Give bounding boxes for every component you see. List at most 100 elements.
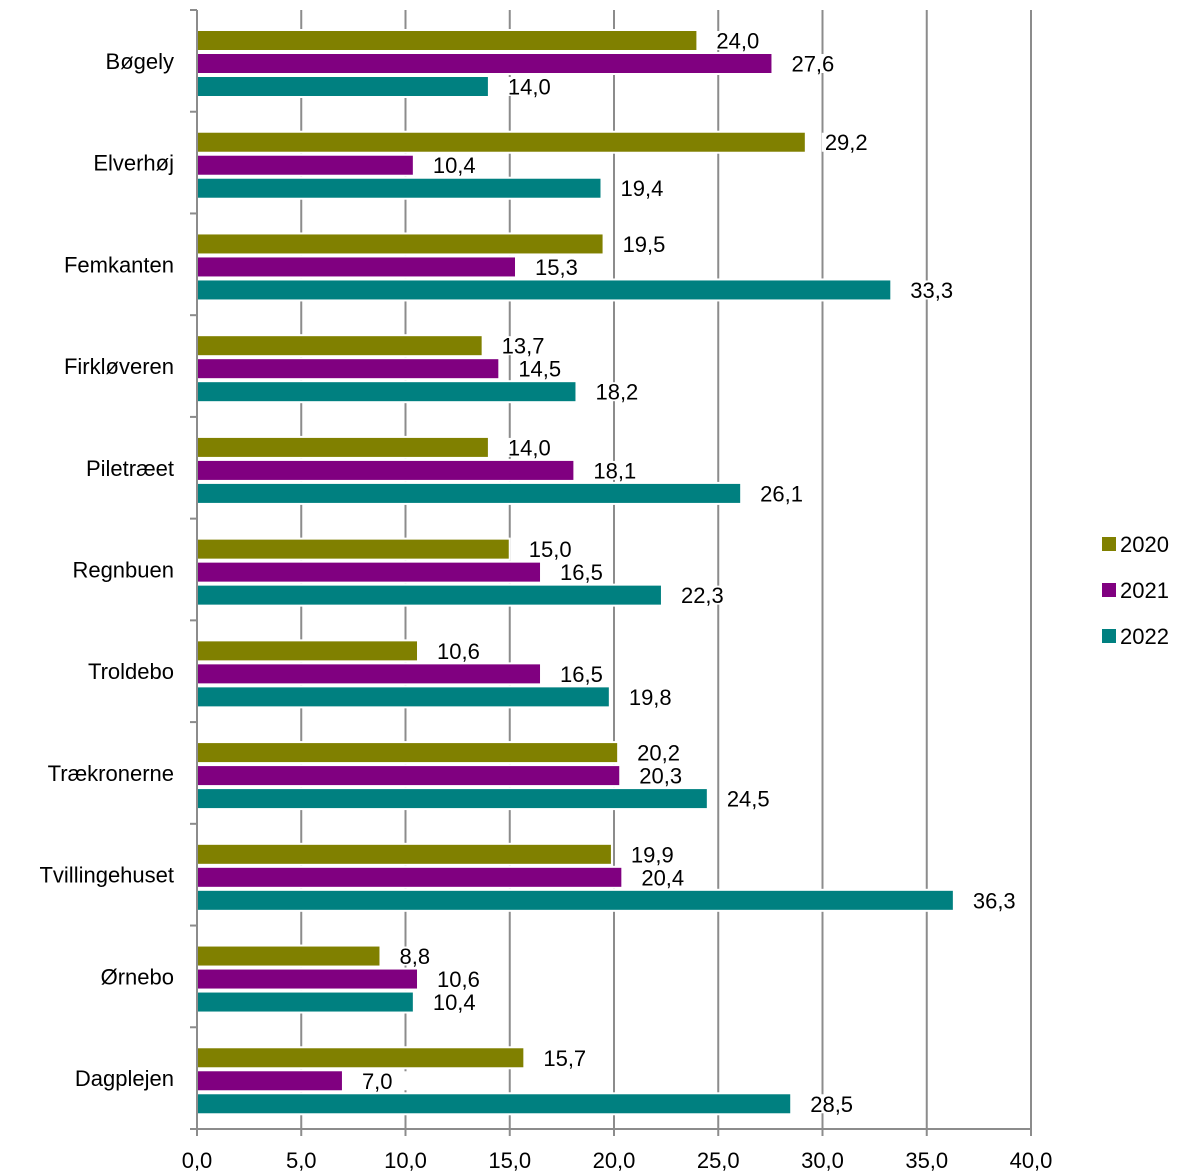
data-label: 28,5: [810, 1092, 853, 1117]
data-label: 15,0: [529, 537, 572, 562]
axes: [190, 9, 1032, 1136]
data-label-bg: [515, 359, 566, 379]
data-label: 20,3: [639, 764, 682, 789]
legend-label: 2022: [1120, 624, 1169, 649]
data-label-bg: [969, 890, 1020, 910]
data-label-bg: [807, 1094, 858, 1114]
data-label-bg: [757, 483, 808, 503]
bar-2022: [196, 888, 955, 912]
bar-2021: [196, 153, 415, 177]
data-label: 36,3: [973, 888, 1016, 913]
data-label-bg: [638, 867, 689, 887]
bar-2020: [196, 130, 807, 154]
category-label: Firkløveren: [64, 354, 174, 379]
bar-2020: [196, 842, 613, 866]
bar-2021: [196, 967, 420, 991]
data-label: 16,5: [560, 662, 603, 687]
category-label: Regnbuen: [72, 558, 174, 583]
data-label: 18,1: [593, 458, 636, 483]
x-tick-label: 5,0: [286, 1148, 317, 1173]
bar-2021: [196, 255, 518, 279]
data-label: 14,0: [508, 75, 551, 100]
data-labels: 24,0 27,6 14,0 29,2 10,4 19,4 19,5 15,3 33,3 13,7…: [358, 29, 1020, 1117]
category-label: Piletræet: [86, 456, 174, 481]
bar-2020: [196, 944, 382, 968]
x-tick-labels: 0,0 5,0 10,0 15,0 20,0 25,0 30,0 35,0 40,0: [182, 1148, 1053, 1173]
data-label-bg: [617, 178, 668, 198]
bar-2022: [196, 787, 709, 811]
data-label: 13,7: [502, 334, 545, 359]
category-label: Dagplejen: [75, 1066, 174, 1091]
data-label: 7,0: [362, 1069, 393, 1094]
bar-2021: [196, 1069, 344, 1093]
bar-2022: [196, 990, 415, 1014]
data-label: 15,3: [535, 255, 578, 280]
bar-2020: [196, 1046, 526, 1070]
data-label: 27,6: [791, 52, 834, 77]
bar-2021: [196, 458, 576, 482]
data-label: 24,5: [727, 787, 770, 812]
x-tick-label: 0,0: [182, 1148, 213, 1173]
bar-2020: [196, 639, 420, 663]
bars: [196, 29, 955, 1116]
category-label: Trækronerne: [48, 761, 174, 786]
bar-2020: [196, 29, 699, 52]
bar-2022: [196, 583, 663, 607]
data-label: 22,3: [681, 583, 724, 608]
bar-2021: [196, 764, 622, 788]
data-label-bg: [821, 132, 872, 152]
x-tick-label: 40,0: [1010, 1148, 1053, 1173]
data-label: 16,5: [560, 560, 603, 585]
bar-2022: [196, 1092, 793, 1116]
data-label: 19,5: [623, 232, 666, 257]
data-label: 8,8: [399, 944, 430, 969]
data-label-bg: [504, 77, 555, 96]
category-label: Bøgely: [106, 49, 174, 74]
bar-2022: [196, 380, 578, 404]
category-label: Tvillingehuset: [39, 863, 174, 888]
data-label-bg: [525, 539, 576, 559]
data-label-bg: [498, 336, 549, 356]
category-label: Elverhøj: [93, 151, 174, 176]
legend-label: 2020: [1120, 532, 1169, 557]
data-label-bg: [619, 234, 670, 254]
bar-2021: [196, 662, 543, 686]
data-label-bg: [590, 460, 641, 480]
data-label-bg: [504, 437, 555, 457]
data-label: 10,6: [437, 639, 480, 664]
data-label: 10,6: [437, 967, 480, 992]
data-label-bg: [723, 789, 774, 809]
data-label-bg: [625, 687, 676, 707]
data-label: 10,4: [433, 990, 476, 1015]
legend-label: 2021: [1120, 578, 1169, 603]
bar-2022: [196, 481, 743, 505]
x-tick-label: 15,0: [488, 1148, 531, 1173]
data-label-bg: [788, 54, 839, 73]
data-label-bg: [677, 585, 728, 605]
data-label-bg: [907, 280, 958, 300]
data-label: 14,5: [518, 357, 561, 382]
bar-2020: [196, 537, 511, 561]
data-label-bg: [429, 155, 480, 175]
data-label-bg: [434, 641, 485, 661]
bar-2022: [196, 278, 893, 302]
data-label: 20,2: [637, 741, 680, 766]
data-label: 26,1: [760, 481, 803, 506]
bar-2021: [196, 560, 543, 584]
category-label: Troldebo: [88, 659, 174, 684]
data-label: 19,8: [629, 685, 672, 710]
data-label: 29,2: [825, 130, 868, 155]
x-tick-label: 30,0: [801, 1148, 844, 1173]
data-label: 15,7: [543, 1046, 586, 1071]
bar-2022: [196, 176, 603, 200]
data-label-bg: [532, 257, 583, 277]
data-label-bg: [592, 382, 643, 402]
data-label: 20,4: [641, 865, 684, 890]
data-label: 24,0: [716, 29, 759, 54]
bar-2020: [196, 435, 490, 459]
category-label: Femkanten: [64, 252, 174, 277]
data-label-bg: [429, 992, 480, 1012]
legend: 2020 2021 2022: [1102, 532, 1169, 649]
bar-2020: [196, 334, 484, 358]
